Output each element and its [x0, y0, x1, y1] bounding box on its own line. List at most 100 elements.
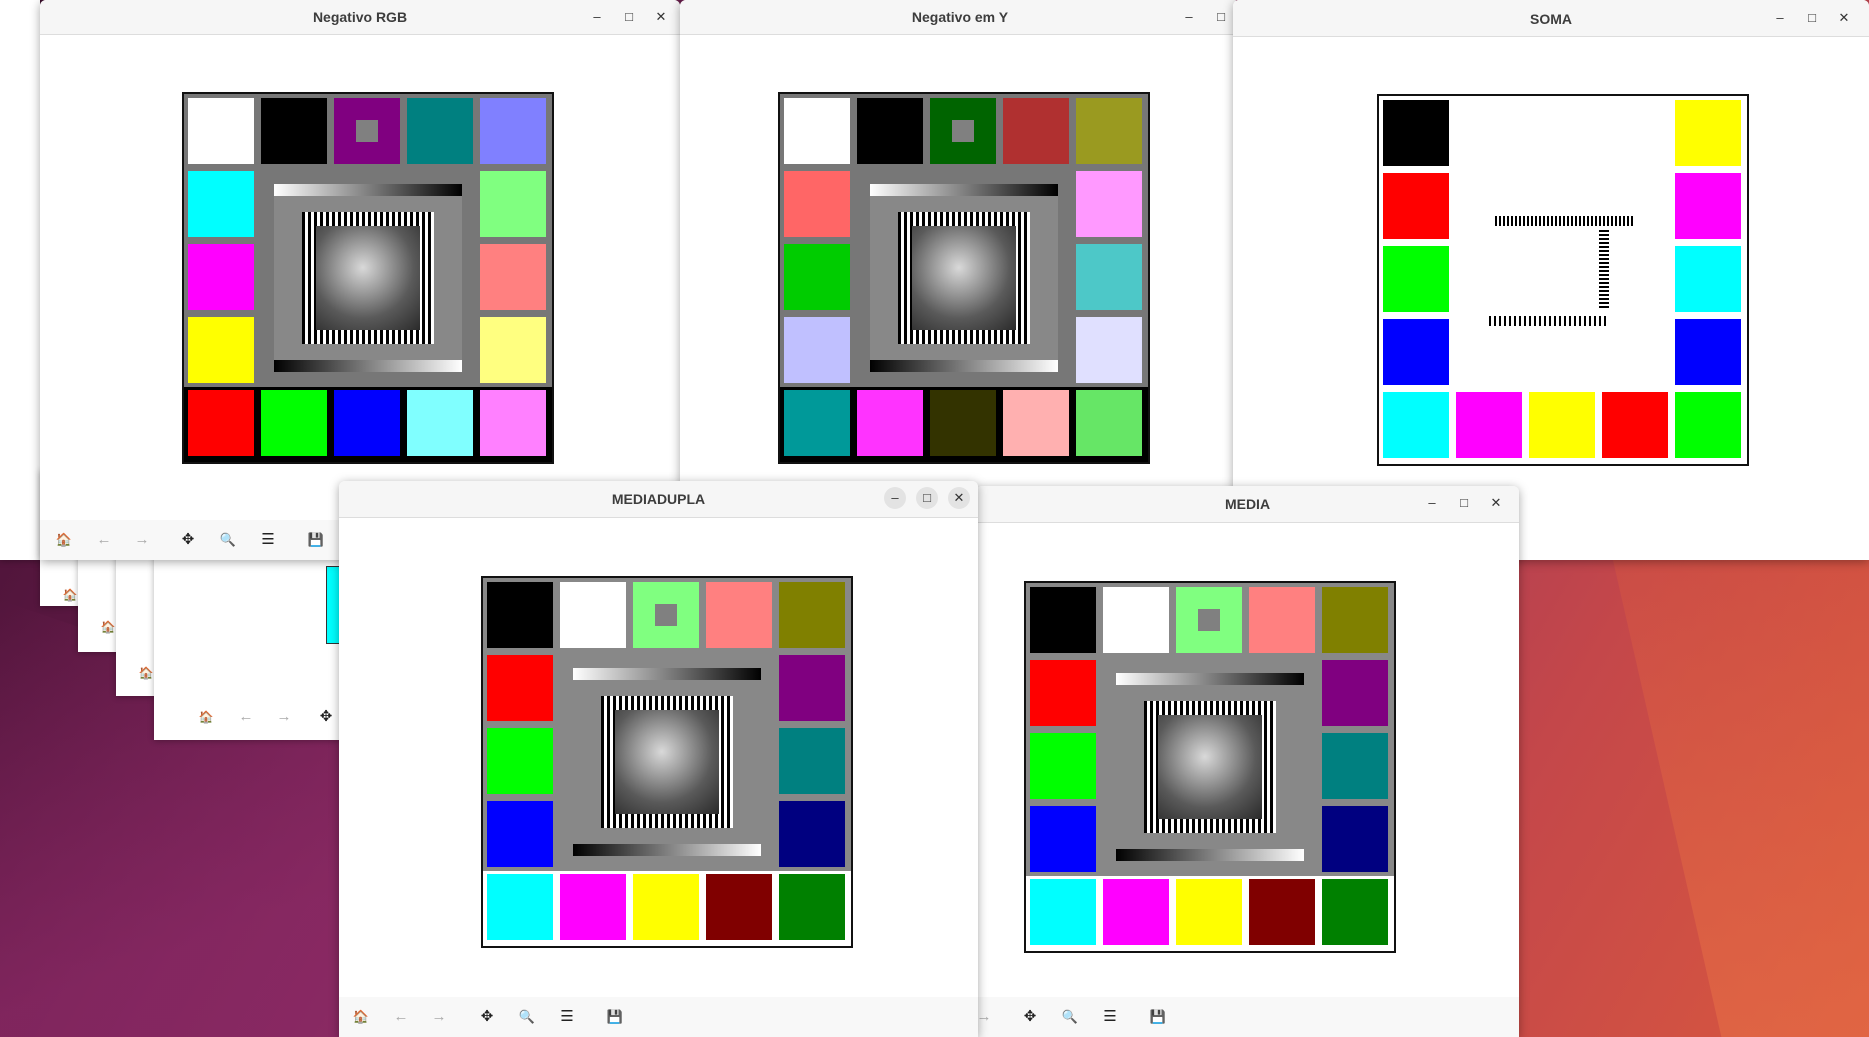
pattern-bar	[1489, 316, 1609, 326]
window-soma[interactable]: SOMA – □ ✕	[1233, 0, 1869, 560]
lena-image	[898, 212, 1030, 344]
minimize-button[interactable]: –	[1185, 9, 1193, 24]
color-patch	[1675, 319, 1741, 385]
color-patch	[188, 98, 254, 164]
color-patch	[930, 98, 996, 164]
image-plot[interactable]	[1024, 581, 1396, 953]
back-arrow-icon[interactable]: ←	[393, 1008, 409, 1025]
color-patch	[487, 874, 553, 940]
color-patch	[633, 582, 699, 648]
gradient-bar	[870, 360, 1058, 372]
configure-icon[interactable]: ☰	[261, 531, 275, 548]
save-icon[interactable]: 💾	[307, 532, 325, 547]
color-patch	[1030, 733, 1096, 799]
back-arrow-icon[interactable]: ←	[238, 708, 254, 725]
close-button[interactable]: ✕	[948, 487, 970, 509]
pan-icon[interactable]: ✥	[1023, 1008, 1037, 1025]
forward-arrow-icon[interactable]: →	[976, 1008, 992, 1025]
image-plot[interactable]	[778, 92, 1150, 464]
titlebar[interactable]: SOMA – □ ✕	[1233, 0, 1869, 37]
home-icon[interactable]: 🏠	[55, 532, 73, 547]
forward-arrow-icon[interactable]: →	[134, 531, 150, 548]
minimize-button[interactable]: –	[884, 487, 906, 509]
color-patch	[487, 728, 553, 794]
color-patch	[188, 171, 254, 237]
color-patch	[334, 98, 400, 164]
gray-square	[1198, 609, 1220, 631]
maximize-button[interactable]: □	[1808, 10, 1816, 25]
home-icon[interactable]: 🏠	[352, 1009, 370, 1024]
color-patch	[1675, 100, 1741, 166]
home-icon[interactable]: 🏠	[138, 666, 154, 680]
maximize-button[interactable]: □	[625, 9, 633, 24]
forward-arrow-icon[interactable]: →	[276, 708, 292, 725]
save-icon[interactable]: 💾	[606, 1009, 624, 1024]
window-title: Negativo RGB	[312, 9, 408, 25]
image-plot[interactable]	[182, 92, 554, 464]
color-patch	[779, 582, 845, 648]
close-button[interactable]: ✕	[655, 9, 667, 24]
titlebar[interactable]: Negativo RGB – □ ✕	[40, 0, 680, 35]
stacked-window[interactable]	[0, 0, 40, 560]
minimize-button[interactable]: –	[1428, 495, 1436, 510]
color-patch	[857, 98, 923, 164]
color-patch	[1322, 587, 1388, 653]
center-pattern	[870, 184, 1058, 372]
image-plot[interactable]	[481, 576, 853, 948]
color-patch	[784, 244, 850, 310]
color-patch	[1030, 660, 1096, 726]
color-patch	[1076, 390, 1142, 456]
color-patch	[261, 98, 327, 164]
zoom-icon[interactable]: 🔍	[1061, 1009, 1079, 1024]
color-patch	[480, 171, 546, 237]
window-mediadupla[interactable]: MEDIADUPLA – □ ✕ 🏠 ← → ✥ 🔍 ☰ 💾	[339, 481, 978, 1037]
lena-photo	[1158, 715, 1262, 819]
minimize-button[interactable]: –	[1776, 10, 1784, 25]
configure-icon[interactable]: ☰	[560, 1008, 574, 1025]
pan-icon[interactable]: ✥	[181, 531, 195, 548]
gray-square	[655, 604, 677, 626]
home-icon[interactable]: 🏠	[198, 710, 214, 724]
pan-icon[interactable]: ✥	[480, 1008, 494, 1025]
maximize-button[interactable]: □	[916, 487, 938, 509]
gradient-bar	[1116, 849, 1304, 861]
window-media[interactable]: MEDIA – □ ✕ → ✥ 🔍 ☰ 💾	[976, 486, 1519, 1037]
close-button[interactable]: ✕	[1838, 10, 1850, 25]
color-patch	[487, 655, 553, 721]
color-patch	[784, 98, 850, 164]
color-patch	[1675, 392, 1741, 458]
maximize-button[interactable]: □	[1217, 9, 1225, 24]
center-pattern	[573, 668, 761, 856]
zoom-icon[interactable]: 🔍	[219, 532, 237, 547]
lena-photo	[316, 226, 420, 330]
save-icon[interactable]: 💾	[1149, 1009, 1167, 1024]
color-patch	[706, 874, 772, 940]
titlebar[interactable]: MEDIA – □ ✕	[976, 486, 1519, 523]
home-icon[interactable]: 🏠	[100, 620, 116, 634]
home-icon[interactable]: 🏠	[62, 588, 78, 602]
color-patch	[784, 390, 850, 456]
forward-arrow-icon[interactable]: →	[431, 1008, 447, 1025]
image-plot[interactable]	[1377, 94, 1749, 466]
color-patch	[407, 98, 473, 164]
maximize-button[interactable]: □	[1460, 495, 1468, 510]
color-patch	[706, 582, 772, 648]
color-patch	[560, 582, 626, 648]
titlebar[interactable]: MEDIADUPLA – □ ✕	[339, 481, 978, 518]
color-patch	[487, 801, 553, 867]
pan-icon[interactable]: ✥	[319, 708, 333, 725]
configure-icon[interactable]: ☰	[1103, 1008, 1117, 1025]
color-patch	[857, 390, 923, 456]
titlebar[interactable]: Negativo em Y – □	[680, 0, 1240, 35]
window-negativo-rgb[interactable]: Negativo RGB – □ ✕ 🏠 🏠 ← → ✥ 🔍 ☰ 💾	[40, 0, 680, 560]
close-button[interactable]: ✕	[1490, 495, 1502, 510]
gradient-bar	[870, 184, 1058, 196]
minimize-button[interactable]: –	[593, 9, 601, 24]
window-negativo-em-y[interactable]: Negativo em Y – □	[680, 0, 1240, 560]
color-patch	[784, 317, 850, 383]
window-title: Negativo em Y	[911, 9, 1009, 25]
zoom-icon[interactable]: 🔍	[518, 1009, 536, 1024]
gradient-bar	[274, 184, 462, 196]
back-arrow-icon[interactable]: ←	[96, 531, 112, 548]
color-patch	[779, 874, 845, 940]
